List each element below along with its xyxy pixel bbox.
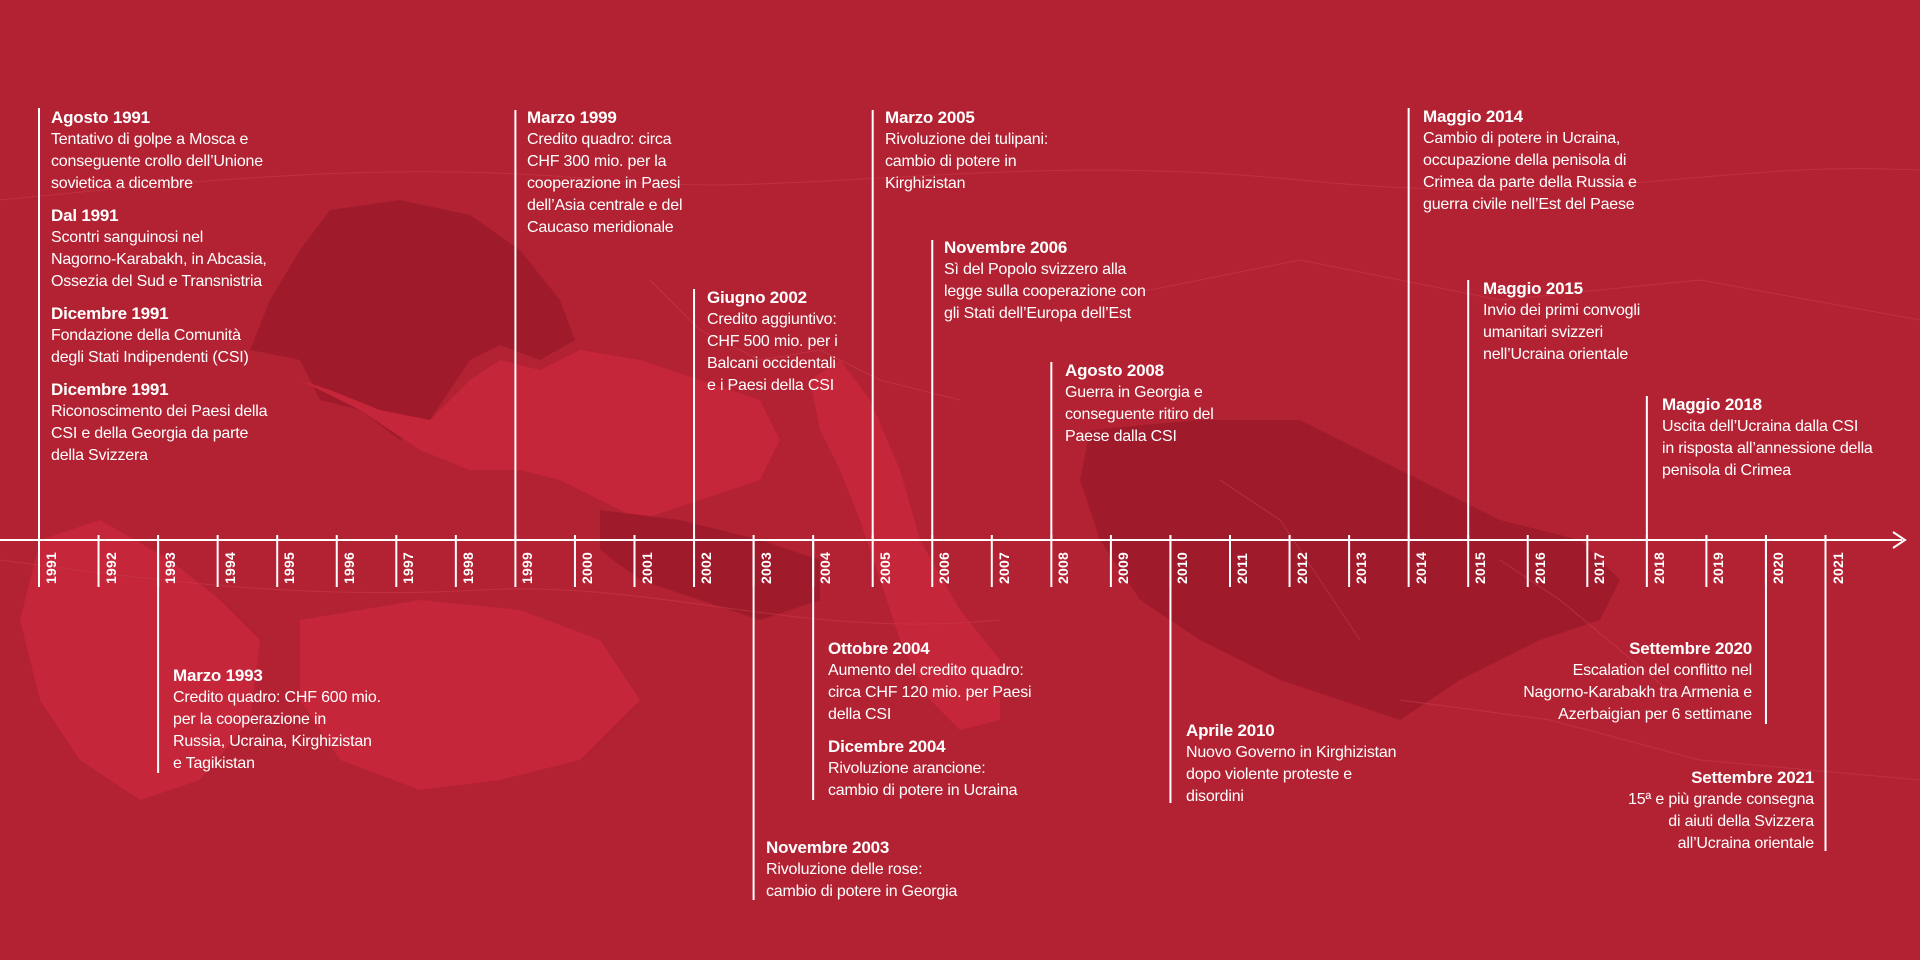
event-description: 15ª e più grande consegna di aiuti della… — [1628, 791, 1814, 852]
axis-arrow-icon — [1892, 531, 1907, 549]
event-description: Credito quadro: circa CHF 300 mio. per l… — [527, 131, 683, 236]
year-label: 2000 — [578, 552, 595, 584]
event-date: Maggio 2018 — [1662, 395, 1762, 414]
year-label: 2021 — [1829, 552, 1846, 584]
event-date: Aprile 2010 — [1186, 721, 1275, 740]
event-date: Dicembre 2004 — [828, 737, 946, 756]
year-label: 1998 — [459, 552, 476, 584]
event-may-2015: Maggio 2015 Invio dei primi convogli uma… — [1483, 278, 1640, 366]
event-date: Maggio 2015 — [1483, 279, 1583, 298]
event-date: Marzo 2005 — [885, 108, 975, 127]
year-label: 1992 — [102, 552, 119, 584]
year-label: 2018 — [1650, 552, 1667, 584]
event-november-2003: Novembre 2003 Rivoluzione delle rose: ca… — [766, 837, 957, 903]
event-date: Agosto 1991 — [51, 108, 150, 127]
year-label: 2007 — [995, 552, 1012, 584]
event-description: Credito quadro: CHF 600 mio. per la coop… — [173, 689, 381, 772]
event-may-2018: Maggio 2018 Uscita dell’Ucraina dalla CS… — [1662, 394, 1873, 482]
event-august-2008: Agosto 2008 Guerra in Georgia e consegue… — [1065, 360, 1214, 448]
event-date: Settembre 2020 — [1629, 639, 1752, 658]
event-october-2004: Ottobre 2004 Aumento del credito quadro:… — [828, 638, 1032, 726]
event-december-2004: Dicembre 2004 Rivoluzione arancione: cam… — [828, 736, 1018, 802]
event-description: Riconoscimento dei Paesi della CSI e del… — [51, 403, 268, 464]
year-label: 2014 — [1412, 552, 1429, 584]
year-label: 1991 — [43, 552, 59, 584]
year-label: 1994 — [221, 552, 238, 584]
event-date: Dal 1991 — [51, 206, 119, 225]
event-description: Credito aggiuntivo: CHF 500 mio. per i B… — [707, 311, 838, 394]
year-label: 2002 — [698, 552, 715, 584]
event-november-2006: Novembre 2006 Sì del Popolo svizzero all… — [944, 237, 1146, 325]
event-description: Tentativo di golpe a Mosca e conseguente… — [51, 131, 263, 192]
event-description: Scontri sanguinosi nel Nagorno-Karabakh,… — [51, 229, 267, 290]
year-label: 2008 — [1055, 552, 1072, 584]
year-label: 2009 — [1114, 552, 1131, 584]
event-march-1999: Marzo 1999 Credito quadro: circa CHF 300… — [527, 107, 682, 239]
event-may-2014: Maggio 2014 Cambio di potere in Ucraina,… — [1423, 106, 1637, 216]
event-september-2021: Settembre 2021 15ª e più grande consegna… — [1628, 767, 1814, 855]
year-label: 2001 — [638, 552, 655, 584]
event-date: Maggio 2014 — [1423, 107, 1523, 126]
event-june-2002: Giugno 2002 Credito aggiuntivo: CHF 500 … — [707, 287, 838, 397]
event-description: Rivoluzione dei tulipani: cambio di pote… — [885, 131, 1049, 192]
event-description: Fondazione della Comunità degli Stati In… — [51, 327, 249, 366]
year-label: 2017 — [1591, 552, 1608, 584]
map-region-ukraine — [250, 200, 575, 440]
year-label: 2003 — [757, 552, 774, 584]
map-region-black-sea — [300, 350, 780, 520]
event-date: Giugno 2002 — [707, 288, 807, 307]
year-label: 1996 — [340, 552, 357, 584]
event-date: Agosto 2008 — [1065, 361, 1164, 380]
year-label: 2004 — [817, 552, 834, 584]
year-label: 2011 — [1234, 552, 1250, 584]
event-date: Marzo 1999 — [527, 108, 617, 127]
event-description: Invio dei primi convogli umanitari svizz… — [1483, 302, 1641, 363]
event-march-2005: Marzo 2005 Rivoluzione dei tulipani: cam… — [885, 107, 1048, 195]
event-march-1993: Marzo 1993 Credito quadro: CHF 600 mio. … — [173, 665, 381, 775]
event-description: Aumento del credito quadro: circa CHF 12… — [828, 662, 1032, 723]
event-december-1991-recognition: Dicembre 1991 Riconoscimento dei Paesi d… — [51, 379, 268, 467]
event-date: Dicembre 1991 — [51, 380, 169, 399]
event-since-1991: Dal 1991 Scontri sanguinosi nel Nagorno-… — [51, 205, 267, 293]
event-august-1991: Agosto 1991 Tentativo di golpe a Mosca e… — [51, 107, 263, 195]
event-april-2010: Aprile 2010 Nuovo Governo in Kirghizista… — [1186, 720, 1397, 808]
event-description: Uscita dell’Ucraina dalla CSI in rispost… — [1662, 418, 1873, 479]
year-label: 2020 — [1769, 552, 1786, 584]
event-date: Ottobre 2004 — [828, 639, 930, 658]
year-label: 2005 — [876, 552, 893, 584]
event-date: Marzo 1993 — [173, 666, 263, 685]
map-region-turkey — [300, 600, 640, 790]
year-label: 2015 — [1472, 552, 1489, 584]
year-label: 1995 — [281, 552, 298, 584]
event-date: Settembre 2021 — [1691, 768, 1814, 787]
event-description: Sì del Popolo svizzero alla legge sulla … — [944, 261, 1146, 322]
year-label: 2006 — [936, 552, 953, 584]
year-label: 2016 — [1531, 552, 1548, 584]
event-description: Rivoluzione delle rose: cambio di potere… — [766, 861, 958, 900]
year-label: 2010 — [1174, 552, 1191, 584]
event-description: Guerra in Georgia e conseguente ritiro d… — [1065, 384, 1214, 445]
event-december-1991-csi: Dicembre 1991 Fondazione della Comunità … — [51, 303, 249, 369]
event-date: Novembre 2006 — [944, 238, 1068, 257]
year-label: 1999 — [519, 552, 536, 584]
year-label: 2013 — [1353, 552, 1370, 584]
map-region-caspian — [810, 360, 1000, 730]
year-label: 1993 — [162, 552, 179, 584]
map-region-caucasus — [600, 510, 820, 620]
event-date: Novembre 2003 — [766, 838, 890, 857]
event-date: Dicembre 1991 — [51, 304, 169, 323]
event-description: Rivoluzione arancione: cambio di potere … — [828, 760, 1018, 799]
event-description: Nuovo Governo in Kirghizistan dopo viole… — [1186, 744, 1397, 805]
map-region-balkans — [20, 520, 260, 800]
year-label: 2019 — [1710, 552, 1727, 584]
event-description: Cambio di potere in Ucraina, occupazione… — [1423, 130, 1637, 213]
event-september-2020: Settembre 2020 Escalation del conflitto … — [1523, 638, 1752, 726]
year-label: 2012 — [1293, 552, 1310, 584]
event-description: Escalation del conflitto nel Nagorno-Kar… — [1523, 662, 1752, 723]
year-label: 1997 — [400, 552, 417, 584]
